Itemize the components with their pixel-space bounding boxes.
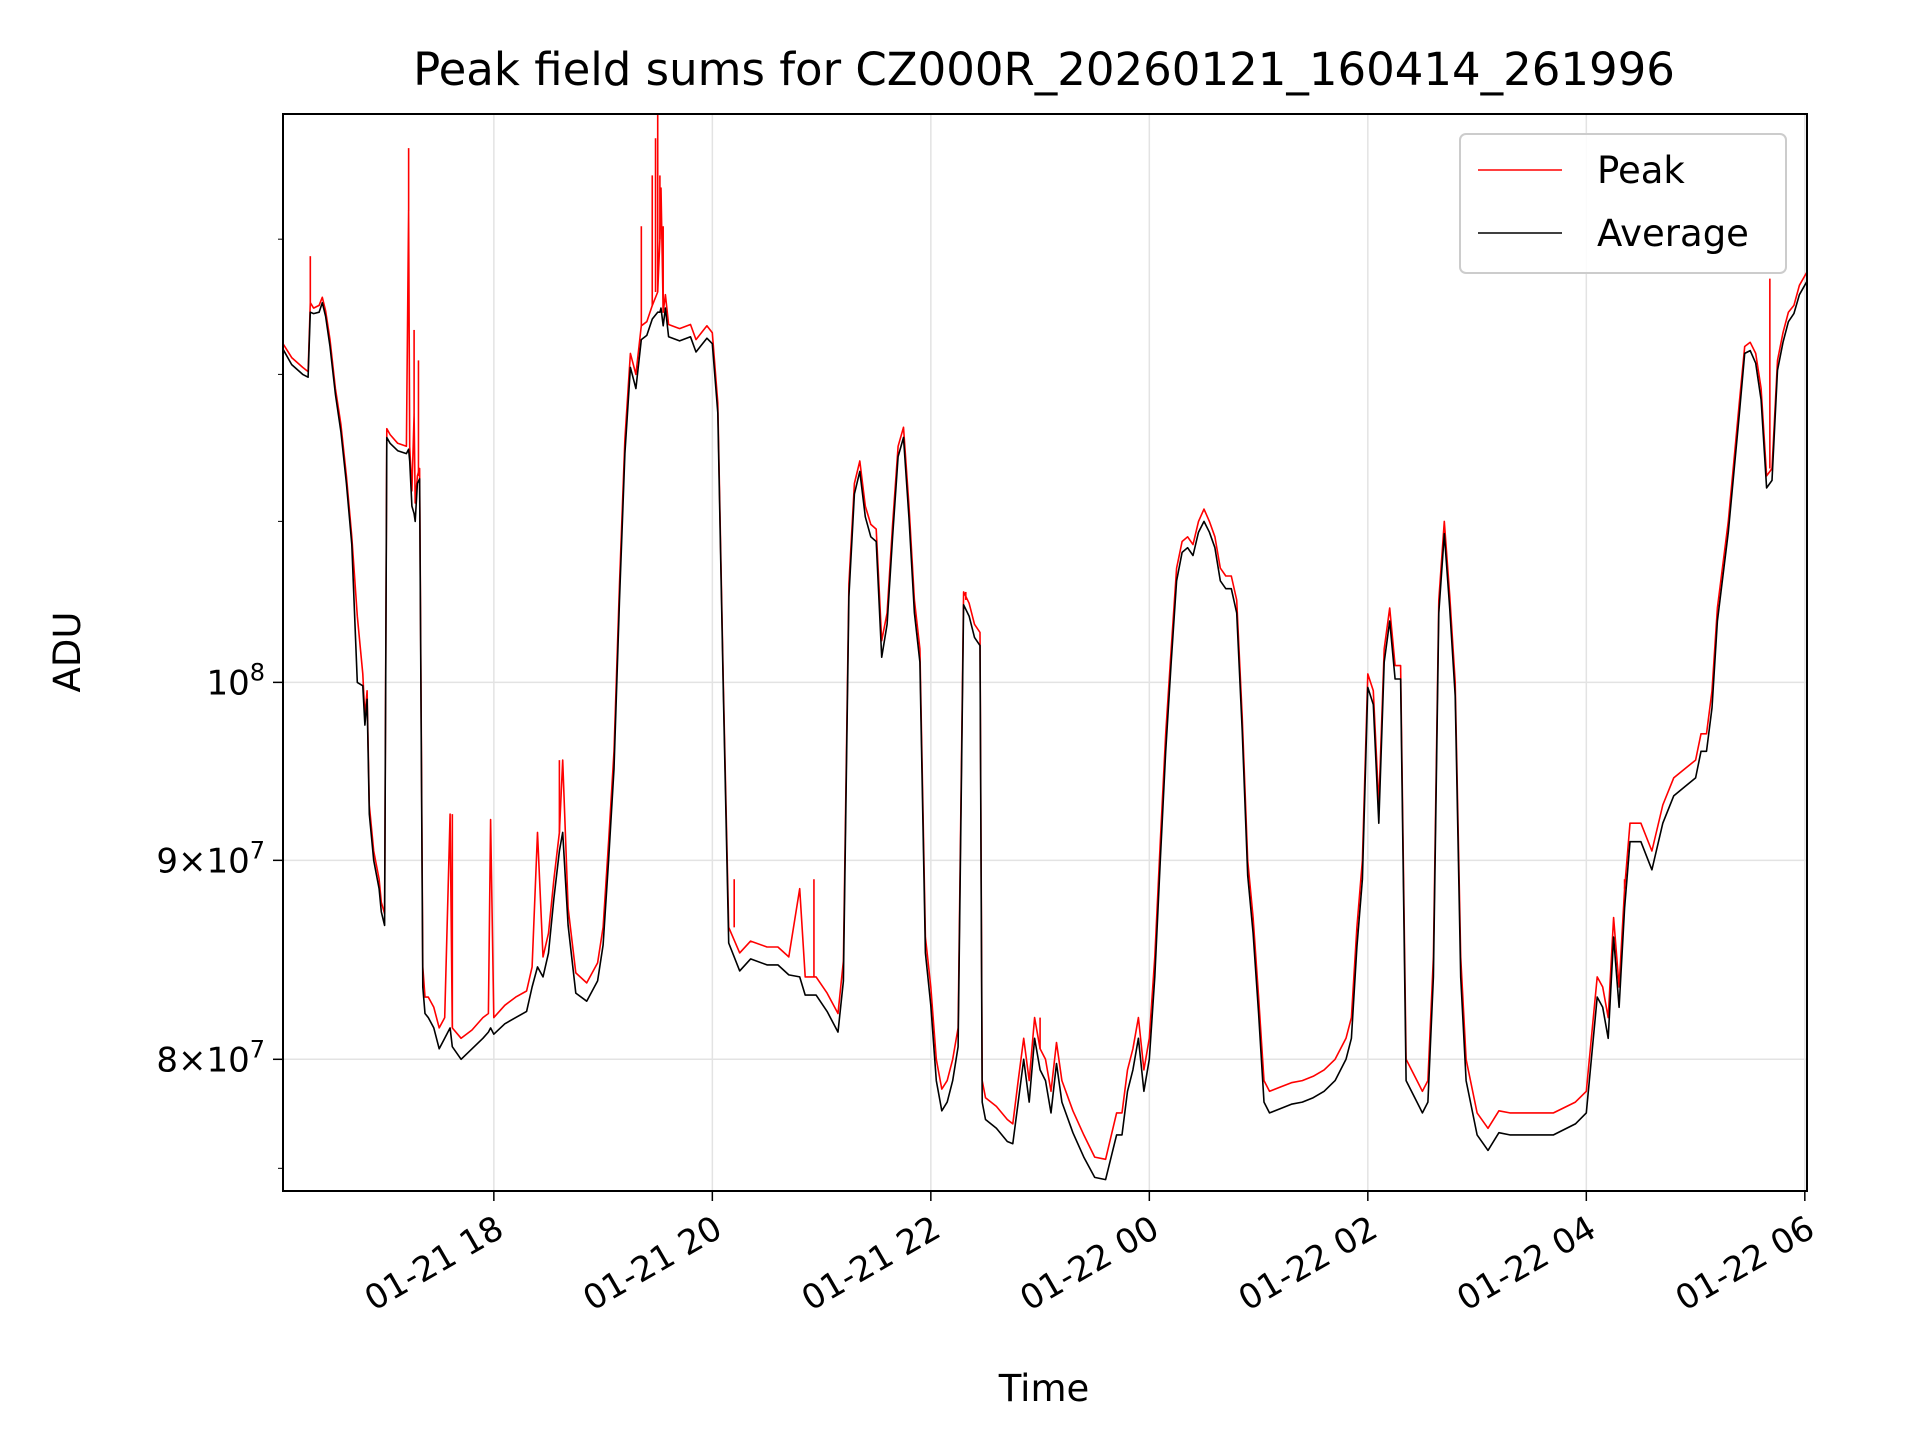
legend-label-peak: Peak [1597, 149, 1685, 192]
plot-frame [282, 113, 1808, 1192]
y-tick-label: 108 [206, 658, 265, 703]
plot-lines [282, 114, 1808, 1181]
series-line-average [282, 280, 1808, 1181]
y-axis-label: ADU [46, 612, 89, 693]
legend: Peak Average [1459, 133, 1787, 274]
legend-label-average: Average [1597, 212, 1749, 255]
y-tick-label: 8×107 [156, 1035, 265, 1080]
chart-title: Peak field sums for CZ000R_20260121_1604… [413, 43, 1675, 96]
legend-box [1459, 133, 1787, 274]
y-tick-label: 9×107 [156, 836, 265, 881]
x-axis-label: Time [998, 1367, 1090, 1410]
y-axis-ticks: 8×107 9×107 108 [156, 238, 283, 1169]
